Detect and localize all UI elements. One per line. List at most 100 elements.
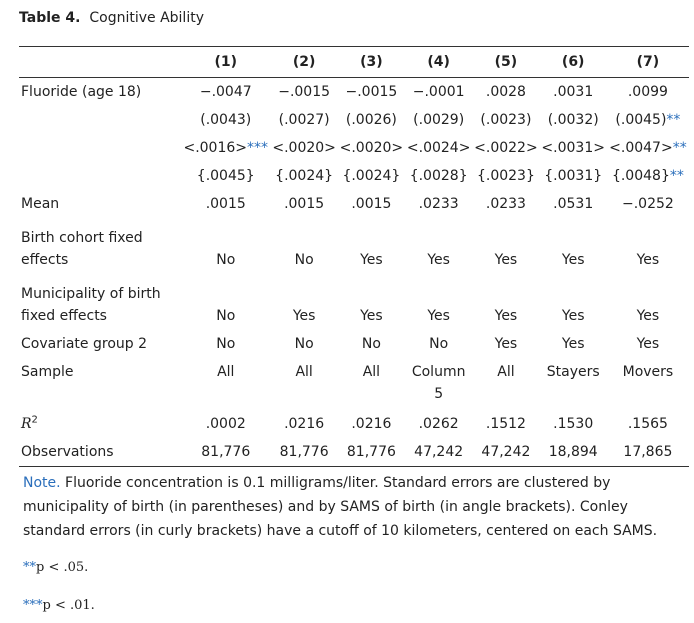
- cell: −.0001: [412, 84, 465, 100]
- fluoride-coef-row: Fluoride (age 18) −.0047 −.0015 −.0015 −…: [19, 78, 689, 107]
- sample-row-continued: 5: [19, 386, 689, 410]
- cell: −.0015: [278, 84, 331, 100]
- cell: 81,776: [201, 444, 251, 460]
- cell: (.0045)**: [615, 112, 681, 128]
- row-label: Mean: [21, 196, 60, 212]
- cell: .0099: [627, 84, 668, 100]
- cell: Yes: [561, 308, 585, 324]
- cell: {.0028}: [409, 168, 468, 184]
- cell: Yes: [427, 308, 450, 324]
- results-table: (1) (2) (3) (4) (5) (6) (7) Fluoride (ag…: [19, 46, 689, 467]
- significance-stars: **: [23, 560, 36, 575]
- cell: 5: [434, 386, 444, 402]
- cell: <.0047>**: [609, 140, 687, 156]
- row-label: R2: [21, 414, 38, 432]
- row-label: Municipality of birth: [21, 286, 161, 302]
- cell: {.0031}: [544, 168, 603, 184]
- cell: .0262: [418, 416, 459, 432]
- significance-text: p < .05.: [36, 560, 89, 575]
- cell: {.0024}: [342, 168, 401, 184]
- cell: {.0023}: [476, 168, 535, 184]
- row-label: effects: [21, 252, 69, 268]
- r2-row: R2 .0002 .0216 .0216 .0262 .1512 .1530 .…: [19, 410, 689, 438]
- cell: <.0022>: [474, 140, 538, 156]
- row-label: Observations: [21, 444, 114, 460]
- cell: .1530: [553, 416, 594, 432]
- significance-stars: **: [672, 140, 687, 156]
- cell: <.0020>: [339, 140, 404, 156]
- cell: <.0016>***: [183, 140, 269, 156]
- cell: .0233: [418, 196, 459, 212]
- cell: .1565: [627, 416, 668, 432]
- cell: 47,242: [481, 444, 531, 460]
- cell: No: [361, 336, 381, 352]
- cell: No: [429, 336, 449, 352]
- cell: −.0015: [345, 84, 398, 100]
- cell: 18,894: [548, 444, 598, 460]
- cell: .0015: [351, 196, 392, 212]
- row-label: Fluoride (age 18): [21, 84, 142, 100]
- cell: All: [217, 364, 235, 380]
- cell: {.0048}**: [611, 168, 684, 184]
- se-curly-row: {.0045} {.0024} {.0024} {.0028} {.0023} …: [19, 162, 689, 190]
- birth-cohort-row: effects No No Yes Yes Yes Yes Yes: [19, 246, 689, 274]
- cell: No: [216, 308, 236, 324]
- covariate-row: Covariate group 2 No No No No Yes Yes Ye…: [19, 330, 689, 358]
- row-label: fixed effects: [21, 308, 107, 324]
- table-note: Note. Fluoride concentration is 0.1 mill…: [23, 471, 673, 543]
- table-caption: Table 4. Cognitive Ability: [19, 10, 204, 26]
- significance-stars: **: [666, 112, 681, 128]
- se-angle-row: <.0016>*** <.0020> <.0020> <.0024> <.002…: [19, 134, 689, 162]
- cell: (.0023): [480, 112, 532, 128]
- observations-row: Observations 81,776 81,776 81,776 47,242…: [19, 438, 689, 467]
- cell: .1512: [485, 416, 526, 432]
- cell: 47,242: [414, 444, 464, 460]
- cell: .0015: [284, 196, 325, 212]
- cell: <.0020>: [272, 140, 336, 156]
- cell: All: [362, 364, 381, 380]
- significance-stars: ***: [247, 140, 269, 156]
- cell: Yes: [494, 252, 518, 268]
- cell: Yes: [360, 308, 383, 324]
- row-label: Birth cohort fixed: [21, 230, 143, 246]
- column-header: (3): [337, 46, 406, 78]
- cell: No: [216, 336, 236, 352]
- cell: .0031: [553, 84, 594, 100]
- cell: Yes: [636, 308, 660, 324]
- cell: 81,776: [346, 444, 396, 460]
- birth-cohort-label-row: Birth cohort fixed: [19, 218, 689, 246]
- table-label: Table 4.: [19, 10, 81, 26]
- cell: All: [295, 364, 313, 380]
- row-label: Covariate group 2: [21, 336, 147, 352]
- cell: {.0045}: [196, 168, 255, 184]
- cell: (.0043): [200, 112, 252, 128]
- cell: Yes: [636, 336, 660, 352]
- cell: <.0024>: [406, 140, 471, 156]
- municipality-label-row: Municipality of birth: [19, 274, 689, 302]
- cell: 81,776: [279, 444, 329, 460]
- significance-stars: ***: [23, 598, 43, 613]
- cell: −.0047: [199, 84, 252, 100]
- cell: Stayers: [546, 364, 600, 380]
- cell: Yes: [561, 336, 585, 352]
- table-title: Cognitive Ability: [89, 10, 204, 26]
- sample-row: Sample All All All Column All Stayers Mo…: [19, 358, 689, 386]
- cell: .0233: [485, 196, 526, 212]
- cell: Column: [411, 364, 466, 380]
- cell: Yes: [292, 308, 316, 324]
- cell: .0216: [284, 416, 325, 432]
- header-row: (1) (2) (3) (4) (5) (6) (7): [19, 46, 689, 78]
- significance-note: **p < .05.: [23, 560, 88, 575]
- cell: <.0031>: [541, 140, 605, 156]
- cell: Yes: [636, 252, 660, 268]
- cell: 17,865: [623, 444, 673, 460]
- cell: (.0032): [547, 112, 599, 128]
- column-header: (2): [270, 46, 338, 78]
- column-header: (6): [539, 46, 607, 78]
- column-header: (1): [181, 46, 271, 78]
- cell: .0002: [205, 416, 246, 432]
- note-label: Note.: [23, 475, 61, 491]
- cell: Yes: [494, 308, 518, 324]
- row-label: Sample: [21, 364, 74, 380]
- cell: (.0027): [278, 112, 330, 128]
